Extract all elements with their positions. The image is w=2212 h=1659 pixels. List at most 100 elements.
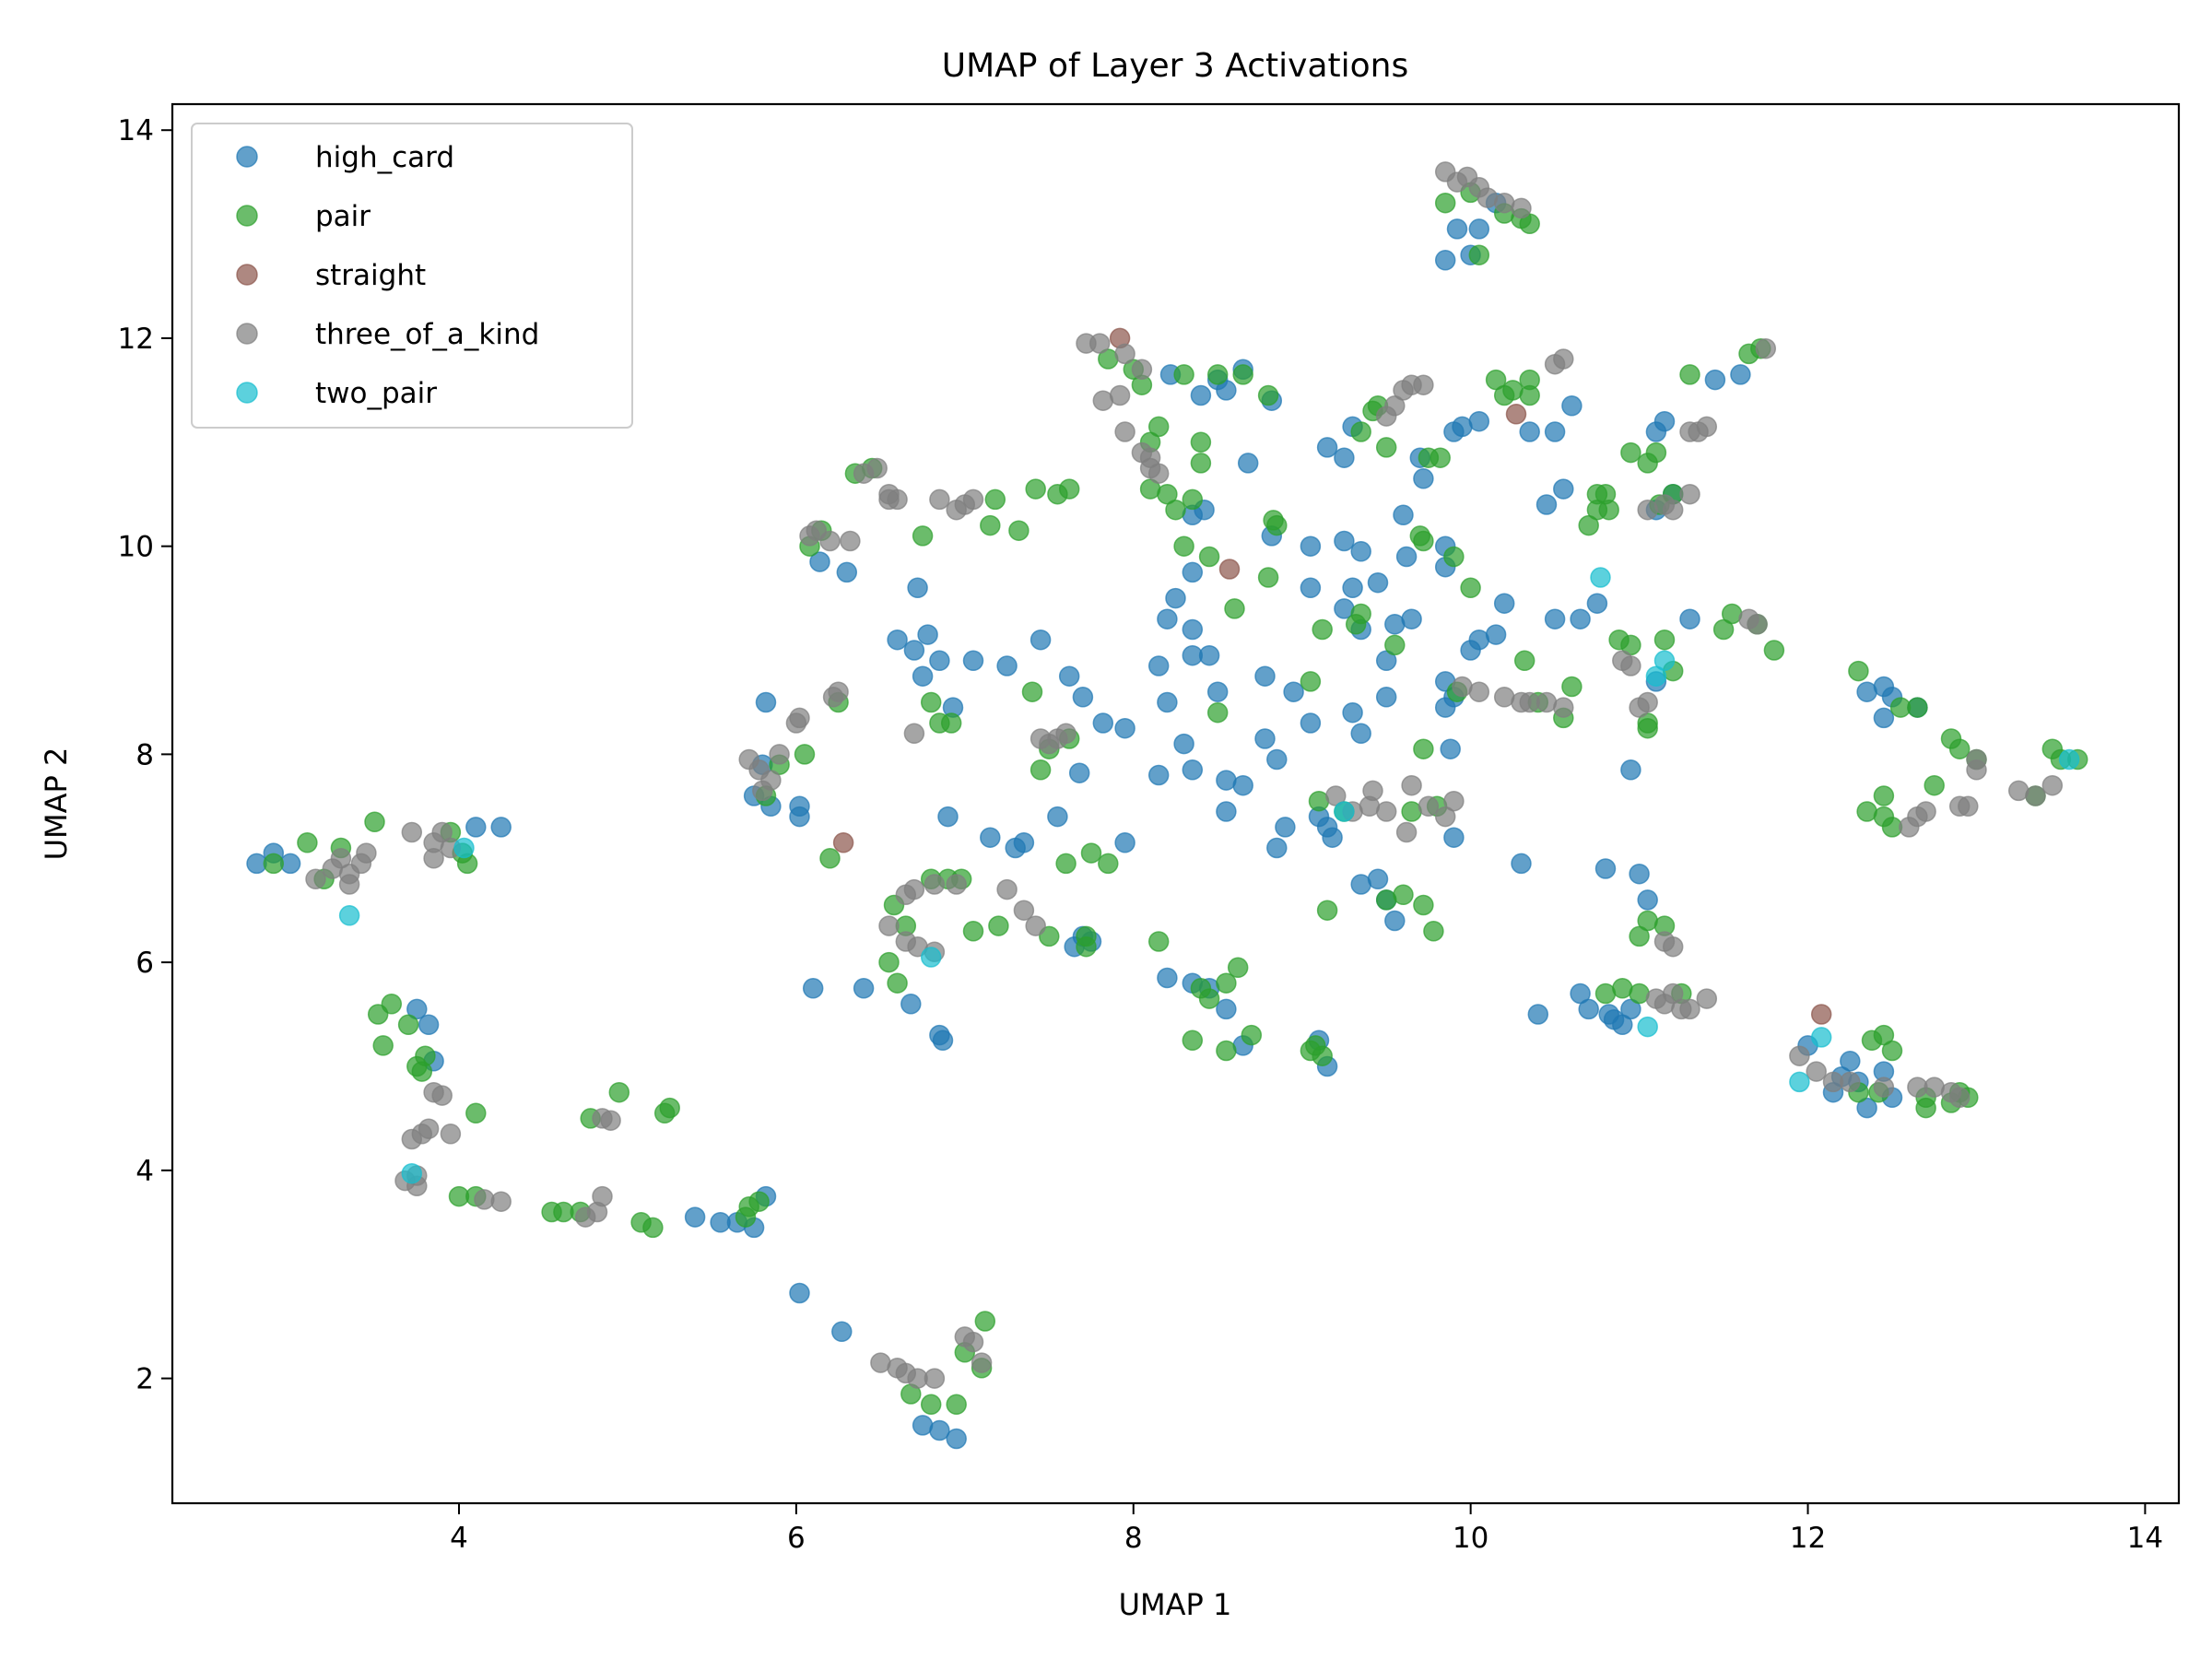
point-high_card-4: [490, 817, 512, 838]
point-pair-4: [364, 811, 385, 833]
point-high_card-8: [684, 1206, 706, 1228]
point-pair-97: [1182, 1030, 1204, 1052]
point-three_of_a_kind-20: [440, 1124, 462, 1145]
point-three_of_a_kind-57: [962, 488, 984, 511]
point-high_card-78: [1232, 774, 1253, 796]
point-high_card-156: [1594, 858, 1617, 879]
point-pair-52: [940, 712, 962, 734]
point-high_card-161: [1679, 608, 1700, 629]
point-high_card-157: [1629, 863, 1650, 885]
point-pair-199: [1915, 1097, 1936, 1119]
point-three_of_a_kind-73: [1030, 728, 1052, 749]
point-straight-0: [832, 832, 854, 853]
point-high_card-146: [1544, 421, 1566, 442]
point-high_card-46: [1058, 665, 1080, 687]
legend-marker-pair: [236, 205, 258, 227]
point-pair-127: [1413, 530, 1434, 552]
point-three_of_a_kind-53: [878, 488, 900, 511]
point-three_of_a_kind-75: [1088, 333, 1111, 354]
chart-title: UMAP of Layer 3 Activations: [942, 47, 1408, 85]
point-pair-32: [946, 1394, 967, 1416]
point-high_card-66: [1182, 618, 1204, 641]
point-pair-183: [1948, 738, 1971, 759]
point-pair-85: [1190, 431, 1212, 453]
point-pair-45: [878, 951, 900, 973]
x-axis-ticks: 4 6 8 10 12 14: [450, 1503, 2163, 1555]
data-points: [246, 161, 2088, 1450]
point-three_of_a_kind-137: [1662, 935, 1684, 958]
point-pair-60: [1025, 478, 1046, 500]
point-two_pair-9: [1789, 1071, 1810, 1093]
point-high_card-64: [1182, 561, 1204, 583]
point-three_of_a_kind-126: [1696, 416, 1718, 438]
point-high_card-45: [1047, 806, 1068, 828]
point-pair-152: [1561, 676, 1583, 698]
point-three_of_a_kind-22: [490, 1191, 512, 1212]
point-pair-24: [642, 1217, 664, 1239]
point-three_of_a_kind-10: [423, 848, 444, 869]
point-high_card-145: [1561, 395, 1583, 417]
point-high_card-14: [831, 1321, 853, 1343]
point-pair-129: [1430, 447, 1451, 468]
point-pair-22: [608, 1081, 630, 1103]
point-two_pair-6: [1637, 1016, 1658, 1038]
point-high_card-28: [932, 1030, 954, 1052]
point-high_card-115: [1393, 504, 1414, 526]
y-tick-label: 12: [118, 323, 154, 356]
point-pair-53: [920, 691, 942, 713]
legend-box: [191, 123, 633, 429]
point-pair-180: [1907, 697, 1928, 718]
point-high_card-16: [929, 1419, 950, 1441]
point-three_of_a_kind-117: [1620, 655, 1641, 677]
y-tick-label: 8: [135, 738, 154, 771]
point-high_card-3: [465, 817, 487, 838]
point-pair-84: [1173, 364, 1194, 385]
point-high_card-91: [1283, 681, 1304, 702]
point-high_card-118: [1413, 468, 1434, 489]
point-high_card-73: [1173, 733, 1194, 755]
point-three_of_a_kind-77: [1109, 384, 1131, 406]
point-pair-93: [1257, 567, 1279, 588]
point-three_of_a_kind-142: [1873, 1077, 1895, 1098]
point-high_card-81: [1254, 665, 1276, 687]
point-three_of_a_kind-135: [1696, 988, 1718, 1009]
point-pair-162: [1637, 717, 1658, 739]
point-pair-143: [1519, 384, 1540, 406]
point-pair-58: [984, 488, 1006, 511]
point-three_of_a_kind-129: [1755, 337, 1777, 359]
point-pair-133: [1434, 192, 1456, 214]
point-pair-14: [415, 1045, 436, 1066]
point-two_pair-1: [401, 1162, 423, 1184]
point-high_card-25: [853, 978, 875, 999]
point-three_of_a_kind-6: [338, 874, 360, 895]
point-high_card-30: [836, 561, 858, 583]
point-pair-63: [988, 915, 1009, 936]
point-pair-89: [1206, 701, 1229, 724]
point-three_of_a_kind-67: [996, 878, 1018, 900]
point-high_card-83: [1300, 535, 1322, 557]
point-pair-99: [1198, 988, 1220, 1009]
point-three_of_a_kind-60: [903, 878, 925, 900]
x-tick-label: 14: [2127, 1522, 2163, 1555]
series-three_of_a_kind: [305, 161, 2064, 1389]
point-three_of_a_kind-7: [401, 821, 423, 843]
legend-label-straight: straight: [315, 259, 426, 292]
point-high_card-141: [1519, 421, 1540, 442]
point-high_card-47: [1072, 687, 1094, 708]
point-pair-101: [1227, 957, 1249, 979]
point-high_card-65: [1165, 587, 1186, 609]
point-three_of_a_kind-35: [971, 1352, 993, 1373]
point-three_of_a_kind-79: [1131, 359, 1153, 381]
point-three_of_a_kind-139: [1806, 1061, 1827, 1082]
x-tick-label: 4: [450, 1522, 468, 1555]
point-three_of_a_kind-72: [1055, 723, 1077, 745]
point-pair-80: [1165, 499, 1186, 521]
legend-marker-high_card: [236, 146, 258, 168]
point-high_card-99: [1316, 437, 1338, 458]
point-three_of_a_kind-156: [2041, 774, 2064, 796]
point-pair-92: [1224, 598, 1245, 619]
point-three_of_a_kind-155: [2025, 785, 2046, 806]
point-three_of_a_kind-90: [1401, 774, 1422, 796]
